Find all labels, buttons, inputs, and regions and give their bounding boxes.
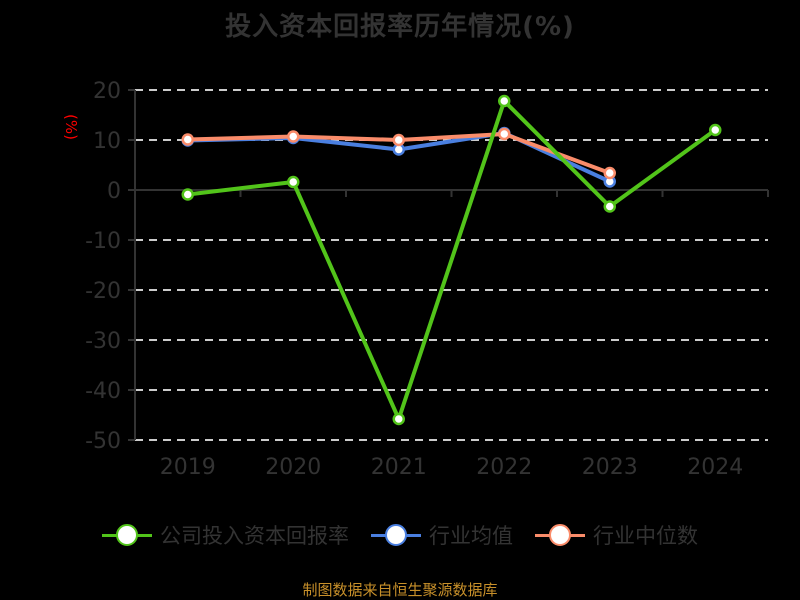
- legend-item-company[interactable]: 公司投入资本回报率: [102, 520, 349, 550]
- legend-label: 公司投入资本回报率: [160, 524, 349, 548]
- x-tick-label: 2020: [265, 455, 321, 480]
- y-tick-label: 0: [107, 179, 121, 204]
- y-tick-label: -40: [85, 379, 121, 404]
- data-point[interactable]: [287, 130, 300, 143]
- x-axis: 2019 2020 2021 2022 2023 2024: [134, 189, 769, 480]
- y-tick-label: -50: [85, 429, 121, 454]
- x-tick-label: 2024: [687, 455, 743, 480]
- data-point[interactable]: [392, 412, 405, 426]
- y-tick-label: 10: [93, 129, 121, 154]
- y-axis: 20 10 0 -10 -20 -30 -40 -50: [85, 79, 136, 454]
- x-tick-label: 2022: [476, 455, 532, 480]
- line-chart: 20 10 0 -10 -20 -30 -40 -50 2019 2020 2021 2022 202…: [62, 79, 769, 480]
- legend-label: 行业均值: [429, 524, 513, 548]
- data-point[interactable]: [498, 94, 511, 108]
- series-lines: [181, 94, 722, 426]
- legend: 公司投入资本回报率 行业均值 行业中位数: [0, 520, 800, 550]
- x-tick-label: 2019: [160, 455, 216, 480]
- data-point[interactable]: [603, 200, 616, 213]
- x-tick-label: 2021: [371, 455, 427, 480]
- data-point[interactable]: [181, 133, 194, 146]
- legend-item-industry-avg[interactable]: 行业均值: [371, 520, 513, 550]
- series-line: [187, 99, 717, 421]
- legend-item-industry-median[interactable]: 行业中位数: [535, 520, 698, 550]
- data-point[interactable]: [498, 127, 511, 141]
- y-unit-label: (%): [62, 114, 80, 140]
- data-point[interactable]: [392, 133, 405, 147]
- data-point[interactable]: [287, 175, 300, 189]
- data-point[interactable]: [709, 123, 722, 137]
- legend-marker-icon: [535, 524, 585, 546]
- y-tick-label: -20: [85, 279, 121, 304]
- y-tick-label: -10: [85, 229, 121, 254]
- y-tick-label: -30: [85, 329, 121, 354]
- y-tick-label: 20: [93, 79, 121, 104]
- legend-marker-icon: [102, 524, 152, 546]
- data-point[interactable]: [181, 188, 194, 201]
- chart-title: 投入资本回报率历年情况(%): [225, 12, 575, 42]
- x-tick-label: 2023: [582, 455, 638, 480]
- data-point[interactable]: [603, 166, 616, 180]
- legend-marker-icon: [371, 524, 421, 546]
- data-source-note: 制图数据来自恒生聚源数据库: [302, 581, 498, 599]
- legend-label: 行业中位数: [593, 524, 698, 548]
